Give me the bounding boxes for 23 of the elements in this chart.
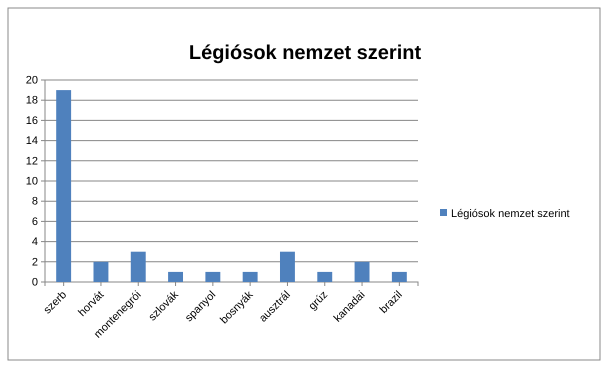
y-tick-label: 6: [32, 216, 38, 228]
y-tick-label: 20: [26, 74, 38, 87]
y-tick-label: 10: [26, 176, 38, 188]
y-tick-label: 4: [32, 236, 38, 248]
bar: [130, 252, 146, 282]
bar: [317, 272, 332, 282]
bar: [93, 262, 108, 282]
bar: [392, 272, 407, 282]
bar: [242, 272, 258, 282]
chart-title: Légiósok nemzet szerint: [188, 42, 422, 64]
bar: [354, 262, 370, 282]
y-tick-label: 12: [26, 155, 38, 168]
y-tick-label: 8: [32, 196, 38, 208]
bar: [280, 252, 295, 282]
y-tick-label: 2: [32, 256, 38, 268]
legend-label: Légiósok nemzet szerint: [451, 208, 570, 220]
y-tick-label: 0: [32, 276, 38, 289]
y-tick-label: 14: [26, 135, 38, 148]
bar: [205, 272, 220, 282]
bar: [56, 90, 72, 282]
y-tick-label: 16: [26, 114, 38, 127]
y-tick-label: 18: [26, 94, 38, 107]
bar: [168, 272, 184, 282]
